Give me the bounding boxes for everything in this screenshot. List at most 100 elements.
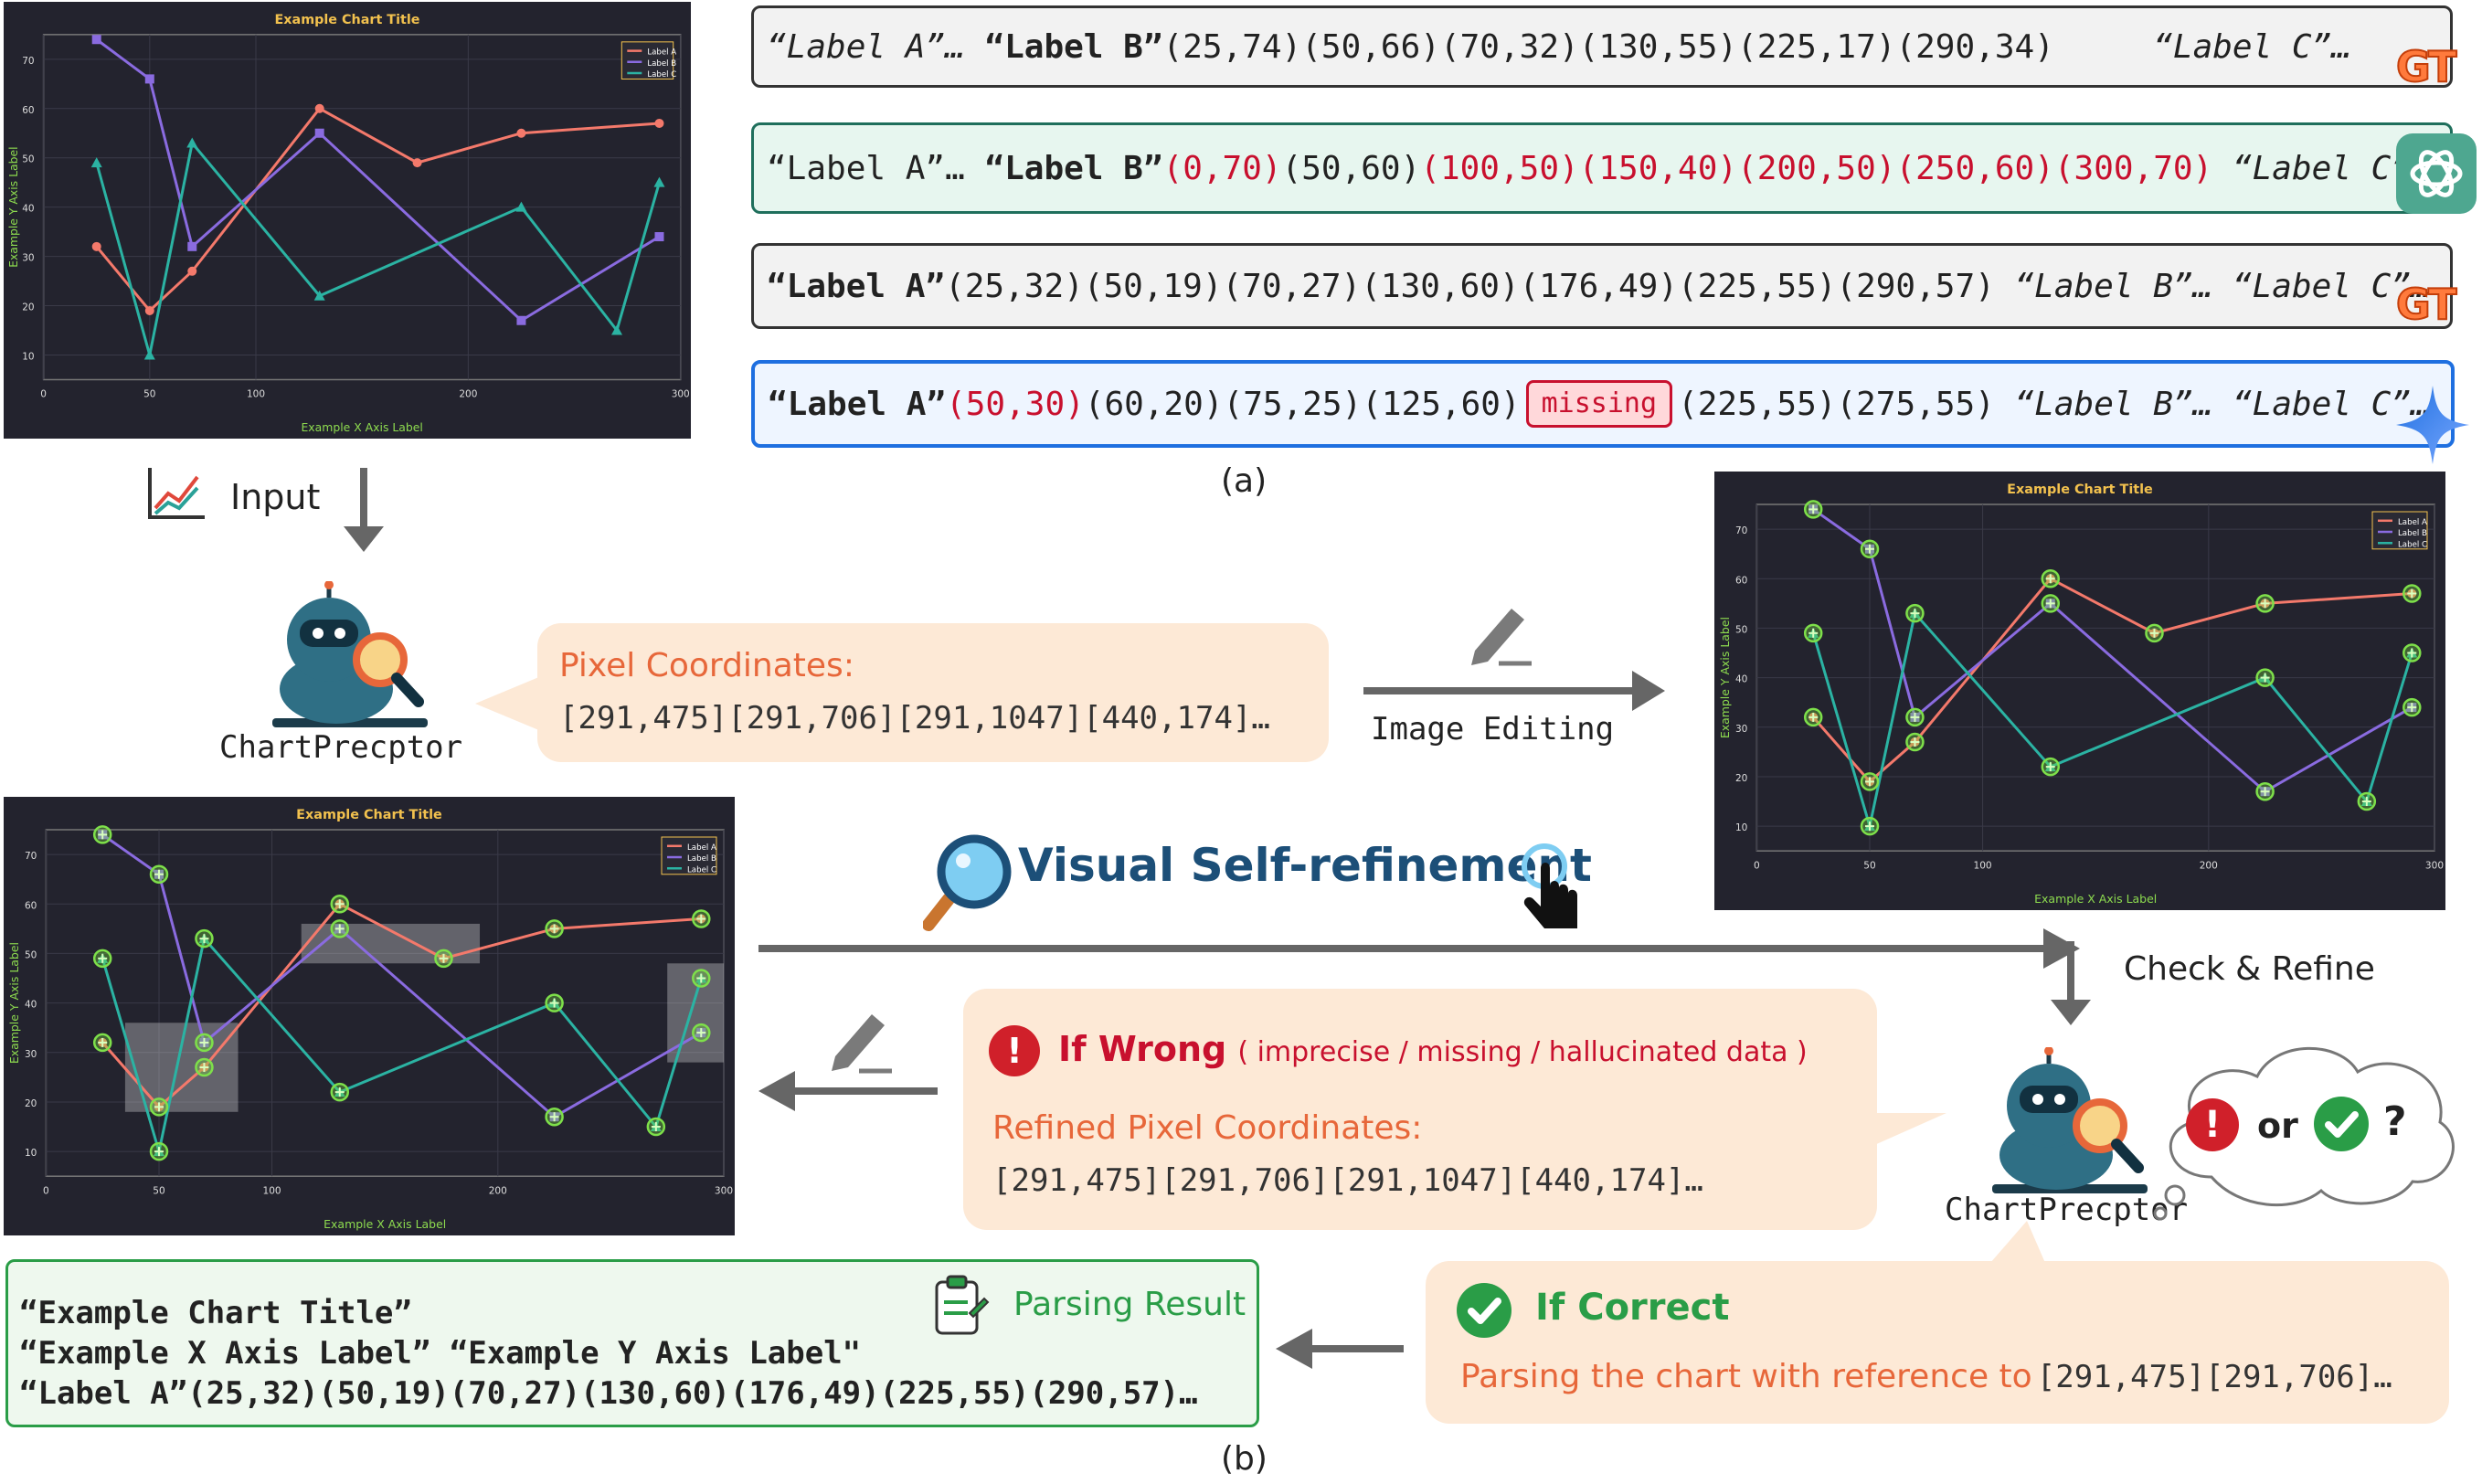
y-tick-label: 40 — [1735, 674, 1748, 685]
detected-point-marker — [2255, 781, 2275, 801]
strip-segment: “Label A”… — [767, 27, 965, 66]
detected-point-marker — [2041, 569, 2061, 588]
data-point — [186, 137, 198, 148]
if-wrong-bubble: ! If Wrong ( imprecise / missing / hallu… — [963, 989, 1877, 1230]
x-tick-label: 300 — [715, 1185, 733, 1196]
y-axis-label: Example Y Axis Label — [6, 146, 20, 267]
gemini-strip: “Label A” (50,30) (60,20)(75,25)(125,60) mi… — [751, 360, 2455, 448]
error-icon: ! — [2186, 1098, 2239, 1151]
gt-strip-2: “Label A” (25,32)(50,19)(70,27)(130,60)(1… — [751, 243, 2453, 329]
detected-point-marker — [92, 825, 112, 844]
section-a-label: (a) — [1221, 462, 1268, 500]
x-tick-label: 50 — [1863, 860, 1876, 871]
if-wrong-label: If Wrong — [1058, 1029, 1227, 1069]
detected-point-marker — [2255, 668, 2275, 687]
image-editing-arrow — [1363, 687, 1638, 694]
clipboard-icon — [931, 1273, 990, 1339]
strip-segment: (50,30) — [946, 385, 1085, 423]
y-tick-label: 50 — [22, 154, 34, 165]
input-chart: Example Chart Title 10 20 30 40 50 60 70 0 50 100 2… — [4, 2, 691, 439]
legend-label: Label B — [2398, 529, 2427, 538]
if-correct-bubble: If Correct Parsing the chart with refere… — [1426, 1261, 2449, 1424]
strip-segment — [965, 28, 985, 66]
chartprecptor-mascot-icon-2 — [1983, 1046, 2157, 1206]
result-line-3: “Label A”(25,32)(50,19)(70,27)(130,60)(1… — [19, 1375, 1198, 1412]
y-tick-label: 40 — [22, 204, 34, 215]
check-refine-label: Check & Refine — [2124, 950, 2375, 988]
input-label: Input — [230, 477, 321, 517]
refine-back-arrow — [791, 1087, 938, 1095]
data-point — [654, 232, 664, 242]
strip-segment — [1995, 268, 2015, 305]
detected-point-marker — [1905, 707, 1925, 727]
strip-segment: (225,55)(275,55) — [1678, 385, 1995, 423]
y-tick-label: 70 — [25, 851, 37, 862]
bubble-tail — [475, 676, 541, 731]
strip-segment: (25,32)(50,19)(70,27)(130,60)(176,49)(22… — [945, 267, 1995, 305]
line-chart-svg: Example Chart Title 10 20 30 40 50 60 70 0 50 100 2… — [6, 13, 690, 434]
image-editing-arrow-head — [1632, 671, 1665, 711]
perceptor-name-2: ChartPrecptor — [1945, 1192, 2189, 1228]
pixel-coords-title: Pixel Coordinates: — [559, 647, 854, 684]
detected-point-marker — [195, 928, 214, 949]
x-tick-label: 100 — [1974, 860, 1992, 871]
strip-segment: (100,50)(150,40)(200,50)(250,60)(300,70) — [1420, 149, 2213, 187]
strip-segment: “Label C”… — [2153, 27, 2351, 66]
pencil-icon — [1462, 599, 1535, 667]
strip-segment: (50,60) — [1281, 149, 1421, 187]
y-tick-label: 10 — [1735, 822, 1748, 833]
x-tick-label: 0 — [43, 1185, 49, 1196]
x-tick-label: 300 — [672, 389, 690, 400]
x-tick-label: 0 — [1754, 860, 1760, 871]
pointer-hand-icon — [1513, 841, 1586, 932]
self-refinement-arrow-head — [2043, 928, 2080, 969]
data-point — [314, 128, 324, 138]
detected-point-marker — [545, 1107, 564, 1127]
detected-point-marker — [692, 1023, 711, 1043]
detected-point-marker — [92, 949, 112, 969]
y-tick-label: 50 — [1735, 624, 1748, 635]
detected-point-marker — [2402, 643, 2422, 662]
detected-point-marker — [434, 949, 453, 969]
data-point — [516, 128, 526, 138]
strip-segment — [965, 150, 985, 187]
series-line-2 — [101, 833, 703, 1119]
x-tick-label: 200 — [459, 389, 477, 400]
data-point — [412, 158, 422, 168]
detected-point-marker — [1860, 539, 1880, 559]
magnifier-icon — [922, 832, 1014, 932]
if-correct-bubble-tail — [1990, 1221, 2045, 1263]
input-arrow-head — [344, 526, 384, 552]
y-tick-label: 50 — [25, 949, 37, 960]
if-wrong-detail: ( imprecise / missing / hallucinated dat… — [1237, 1036, 1808, 1068]
data-point — [90, 157, 102, 168]
strip-segment: “Label A” — [767, 267, 946, 305]
y-tick-label: 60 — [1735, 575, 1748, 586]
result-line-2: “Example X Axis Label” “Example Y Axis L… — [19, 1335, 862, 1372]
x-tick-label: 200 — [2200, 860, 2218, 871]
strip-segment: (0,70) — [1162, 149, 1282, 187]
legend-label: Label C — [687, 865, 716, 874]
line-chart-svg: Example Chart Title 10 20 30 40 50 60 70 0 50 100 2… — [1718, 482, 2444, 906]
detected-point-marker — [1905, 732, 1925, 752]
y-tick-label: 70 — [22, 56, 34, 67]
strip-segment — [2054, 28, 2153, 66]
x-tick-label: 300 — [2425, 860, 2444, 871]
check-refine-arrow-head — [2051, 1000, 2091, 1025]
detected-point-marker — [545, 993, 564, 1012]
detected-point-marker — [2041, 594, 2061, 613]
series-line-2 — [1812, 508, 2413, 794]
x-axis-label: Example X Axis Label — [301, 420, 422, 434]
strip-segment: (60,20)(75,25)(125,60) — [1084, 385, 1521, 423]
edited-chart-marked: Example Chart Title 10 20 30 40 50 60 70 0 50 100 2… — [1714, 472, 2445, 910]
data-point — [313, 290, 325, 301]
gt-badge-2: GT — [2395, 279, 2457, 330]
legend-label: Label A — [2398, 518, 2427, 527]
parsing-ref-coords: [291,475][291,706]… — [2036, 1359, 2392, 1395]
detected-point-marker — [195, 1033, 214, 1053]
parsing-ref-line: Parsing the chart with reference to [291… — [1460, 1358, 2392, 1395]
chart-title: Example Chart Title — [2007, 482, 2153, 497]
data-point — [187, 266, 197, 276]
detected-point-marker — [330, 919, 350, 938]
strip-segment: “Label A”… — [767, 149, 965, 187]
